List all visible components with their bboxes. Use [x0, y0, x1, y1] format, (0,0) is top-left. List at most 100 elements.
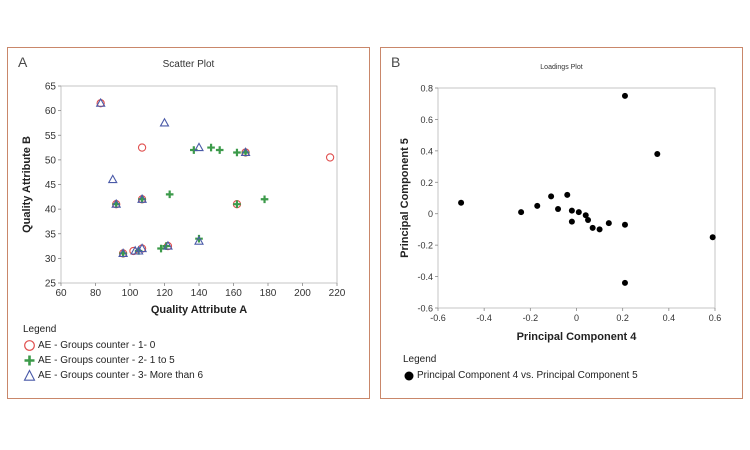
x-tick-label: 0.6 — [709, 313, 722, 323]
triangle-marker — [137, 193, 148, 203]
y-tick-label: -0.2 — [417, 241, 433, 251]
y-tick-label: 35 — [45, 229, 57, 240]
dot-marker-icon — [404, 371, 414, 380]
dot-marker — [568, 207, 575, 214]
scatter-plot-chart: 60 80 100 120 140 160 180 200 220 25 30 35 40 45 50 55 6… — [21, 82, 346, 317]
triangle-marker — [95, 97, 106, 107]
dot-marker — [548, 193, 555, 200]
circle-marker — [137, 143, 147, 152]
legend-label: Principal Component 4 vs. Principal Comp… — [417, 370, 638, 381]
dot-marker — [596, 226, 603, 233]
legend-title: Legend — [23, 324, 57, 335]
dot-marker — [582, 212, 589, 219]
x-tick-label: 0.4 — [663, 313, 676, 323]
y-tick-label: -0.6 — [417, 304, 433, 314]
x-tick-label: 100 — [122, 288, 139, 299]
triangle-marker — [159, 117, 170, 127]
plus-marker — [233, 148, 241, 157]
panel-a-letter: A — [18, 54, 28, 70]
dot-marker — [709, 234, 716, 241]
circle-marker-icon — [24, 340, 35, 351]
triangle-marker — [194, 235, 204, 245]
dot-marker — [621, 92, 628, 99]
triangle-marker — [107, 174, 118, 184]
triangle-marker-icon — [23, 369, 36, 381]
plus-marker — [165, 190, 174, 199]
y-tick-label: -0.4 — [417, 272, 433, 282]
x-tick-label: 80 — [90, 288, 102, 299]
x-tick-label: 120 — [156, 288, 173, 299]
x-tick-label: 60 — [55, 288, 67, 299]
plus-marker — [157, 244, 165, 253]
panel-b-letter: B — [391, 54, 401, 70]
dot-marker — [518, 209, 525, 216]
y-tick-label: 0.6 — [420, 115, 433, 125]
dot-marker — [534, 202, 541, 209]
panel-a: A Scatter Plot 60 80 100 120 140 160 180 200 220… — [7, 47, 370, 399]
y-axis-label: Quality Attribute B — [21, 136, 33, 233]
x-axis-label: Principal Component 4 — [517, 331, 638, 343]
y-tick-label: 40 — [45, 205, 57, 216]
dot-marker — [568, 218, 575, 225]
y-tick-label: 0.2 — [420, 178, 433, 188]
triangle-marker — [194, 142, 204, 152]
x-tick-label: 180 — [260, 288, 277, 299]
plus-marker — [207, 143, 215, 152]
dot-marker — [621, 279, 628, 286]
triangle-marker — [111, 198, 122, 208]
legend-item-triangle: AE - Groups counter - 3- More than 6 — [23, 368, 203, 383]
scatter-plot-legend: Legend AE - Groups counter - 1- 0 AE - G… — [23, 324, 203, 383]
x-tick-label: 0.2 — [616, 313, 629, 323]
triangle-marker — [240, 147, 251, 157]
x-tick-label: 160 — [225, 288, 242, 299]
y-tick-label: 45 — [45, 180, 57, 191]
loadings-plot-legend: Legend Principal Component 4 vs. Princip… — [403, 354, 638, 383]
loadings-plot-title: Loadings Plot — [540, 64, 583, 71]
y-tick-label: 60 — [45, 106, 57, 117]
plus-marker — [260, 195, 269, 204]
plot-area — [437, 87, 716, 309]
y-tick-label: 65 — [45, 82, 57, 93]
dot-marker — [575, 209, 582, 216]
dot-marker — [605, 220, 612, 227]
y-tick-label: 30 — [45, 254, 57, 265]
legend-item-dot: Principal Component 4 vs. Principal Comp… — [403, 368, 638, 383]
y-tick-label: 25 — [45, 279, 57, 290]
x-tick-label: -0.4 — [476, 313, 492, 323]
dot-marker — [564, 191, 571, 198]
y-tick-label: 50 — [45, 155, 57, 166]
circle-marker — [325, 153, 335, 162]
plus-marker-icon — [24, 355, 35, 366]
x-tick-label: -0.6 — [430, 313, 446, 323]
y-tick-label: 0 — [428, 209, 433, 219]
y-tick-label: 0.4 — [420, 146, 433, 156]
y-tick-label: 0.8 — [420, 84, 433, 94]
dot-marker — [654, 151, 661, 157]
x-tick-label: 140 — [191, 288, 208, 299]
scatter-plot-title: Scatter Plot — [162, 59, 215, 70]
triangle-marker — [133, 245, 144, 255]
panel-b: B Loadings Plot -0.6 -0.4 -0.2 0 0.2 0.4 0.6 -0… — [380, 47, 743, 399]
x-tick-label: 0 — [574, 313, 579, 323]
dot-marker — [458, 199, 465, 206]
dot-marker — [585, 217, 592, 223]
plus-marker — [233, 200, 241, 208]
legend-title: Legend — [403, 354, 437, 365]
y-axis-label: Principal Component 5 — [399, 138, 411, 258]
x-tick-label: 200 — [294, 288, 311, 299]
dot-marker — [555, 206, 562, 212]
dot-marker — [621, 221, 628, 228]
triangle-marker — [137, 243, 148, 253]
y-tick-label: 55 — [45, 131, 57, 142]
legend-label: AE - Groups counter - 3- More than 6 — [38, 370, 204, 381]
legend-label: AE - Groups counter - 2- 1 to 5 — [38, 355, 175, 366]
legend-label: AE - Groups counter - 1- 0 — [38, 340, 156, 351]
legend-item-plus: AE - Groups counter - 2- 1 to 5 — [23, 353, 203, 368]
triangle-marker — [163, 240, 173, 250]
loadings-plot-chart: -0.6 -0.4 -0.2 0 0.2 0.4 0.6 -0.6 -0.4 -0.2 0 0.2 0.… — [399, 84, 722, 344]
x-axis-label: Quality Attribute A — [151, 304, 247, 316]
plus-marker — [215, 146, 224, 154]
legend-item-circle: AE - Groups counter - 1- 0 — [23, 338, 203, 353]
dot-marker — [589, 224, 596, 231]
triangle-marker — [118, 248, 129, 257]
